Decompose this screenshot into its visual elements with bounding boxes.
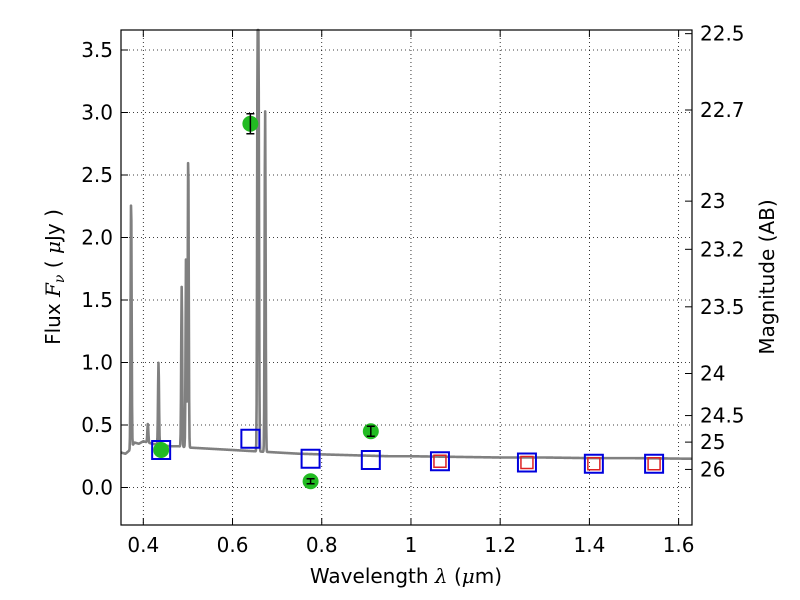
model-photometry-b-marker [240, 428, 261, 449]
model-photometry-b-marker [429, 451, 450, 472]
y-tick-label: 1.5 [81, 288, 113, 312]
model-photometry-a-marker [587, 457, 601, 471]
y-axis-title-subscript: ν [52, 274, 68, 283]
model-spectrum [120, 28, 693, 461]
spectrum-line [120, 28, 693, 461]
mag-tick-label: 23 [700, 189, 725, 213]
y-axis-title-mu: μ [41, 241, 65, 254]
x-axis-title-mu: μ [462, 564, 475, 588]
x-tick-label: 0.4 [127, 533, 159, 557]
x-tick-label: 0.8 [306, 533, 338, 557]
y-tick-label: 1.0 [81, 351, 113, 375]
model-photometry-b-marker [360, 450, 381, 470]
axis-ticks: 0.4 0.6 0.8 1 1.2 1.4 1.6 0.0 0.5 1.0 1.5 2.0 2.5 3.0… [81, 22, 744, 557]
model-photometry-b-marker [583, 453, 604, 474]
mag-tick-label: 22.5 [700, 22, 745, 46]
x-tick-label: 1.2 [484, 533, 516, 557]
x-tick-label: 1.4 [573, 533, 605, 557]
y-tick-label: 2.0 [81, 226, 113, 250]
mag-tick-label: 26 [700, 457, 725, 481]
x-tick-label: 1.6 [663, 533, 695, 557]
model-photometry-b-marker [644, 453, 665, 474]
plot-frame [120, 29, 693, 526]
y-tick-label: 0.0 [81, 476, 113, 500]
mag-tick-label: 23.2 [700, 237, 745, 261]
y-tick-label: 3.0 [81, 101, 113, 125]
model-photometry-a-marker [647, 457, 661, 471]
model-photometry-b-marker [516, 452, 537, 473]
mag-tick-label: 24 [700, 361, 725, 385]
y-tick-label: 2.5 [81, 163, 113, 187]
y-axis-title-prefix: Flux [41, 297, 65, 345]
mag-tick-label: 24.5 [700, 404, 745, 428]
mag-tick-label: 25 [700, 430, 725, 454]
y-axis-title-mid: ( [41, 254, 65, 275]
mag-tick-label: 22.7 [700, 98, 745, 122]
grid [121, 30, 692, 525]
model-photometry-b-marker [300, 448, 321, 469]
model-photometry-a-marker [433, 454, 447, 468]
x-tick-label: 0.6 [217, 533, 249, 557]
y-axis-title: Flux Fν ( μJy ) [41, 209, 68, 345]
x-axis-title-symbol: λ [434, 564, 448, 588]
observed-photometry-point [153, 442, 170, 458]
y-axis-title-symbol: F [41, 282, 65, 298]
x-tick-label: 1 [405, 533, 418, 557]
y-tick-label: 3.5 [81, 38, 113, 62]
model-photometry-b-marker [151, 440, 172, 460]
photometry-markers [151, 113, 665, 490]
x-axis-title-unit: m) [475, 564, 502, 588]
model-photometry-a-marker [520, 455, 534, 470]
x-axis-title-suffix: ( [448, 564, 462, 588]
right-axis-title: Magnitude (AB) [755, 199, 779, 354]
x-axis-title-prefix: Wavelength [310, 564, 435, 588]
y-tick-label: 0.5 [81, 413, 113, 437]
y-axis-title-unit: Jy ) [41, 209, 65, 243]
mag-tick-label: 23.5 [700, 295, 745, 319]
x-axis-title: Wavelength λ (μm) [310, 564, 502, 588]
